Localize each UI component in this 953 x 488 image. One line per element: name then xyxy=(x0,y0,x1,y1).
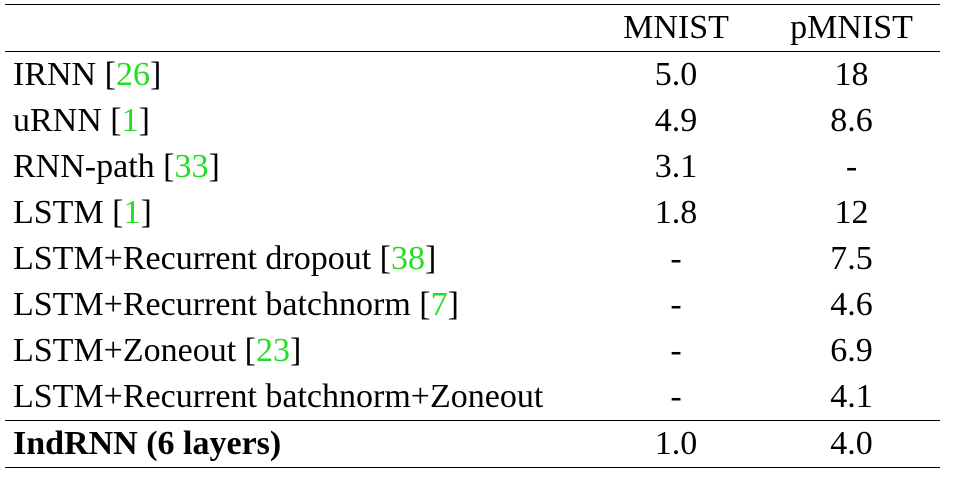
method-name: IRNN [ xyxy=(13,56,116,93)
method-name: ] xyxy=(140,194,152,231)
table-row: uRNN [1] 4.9 8.6 xyxy=(5,98,940,144)
value-cell: 18 xyxy=(834,56,869,93)
value-cell: 12 xyxy=(834,194,869,231)
method-name: uRNN [ xyxy=(13,102,122,139)
citation: 1 xyxy=(121,102,139,139)
value-cell: 5.0 xyxy=(654,56,698,93)
method-name: LSTM+Recurrent dropout [ xyxy=(13,240,391,277)
method-name: ] xyxy=(149,56,162,93)
header-row: MNIST pMNIST xyxy=(5,4,940,52)
value-cell: 6.9 xyxy=(830,332,873,369)
method-name: ] xyxy=(289,332,302,369)
method-name: ] xyxy=(138,102,150,139)
method-cell: RNN-path [33] xyxy=(5,144,611,190)
method-name: ] xyxy=(424,240,437,277)
value-cell: - xyxy=(845,148,858,185)
method-name: LSTM+Recurrent batchnorm+Zoneout xyxy=(13,378,544,415)
method-cell: IndRNN (6 layers) xyxy=(5,421,611,468)
value-cell: - xyxy=(670,286,682,323)
results-table: MNIST pMNIST IRNN [26] 5.0 18 uRNN [1] 4.9 8.… xyxy=(5,4,940,468)
table-row: LSTM+Recurrent dropout [38] - 7.5 xyxy=(5,236,940,282)
method-cell: LSTM+Recurrent batchnorm+Zoneout xyxy=(5,374,611,421)
table-row: LSTM+Recurrent batchnorm+Zoneout - 4.1 xyxy=(5,374,940,421)
table-row: LSTM+Zoneout [23] - 6.9 xyxy=(5,328,940,374)
citation: 38 xyxy=(390,240,425,277)
method-name: RNN-path [ xyxy=(13,148,175,185)
method-name: LSTM [ xyxy=(13,194,124,231)
value-cell: 1.8 xyxy=(654,194,698,231)
method-cell: IRNN [26] xyxy=(5,52,611,99)
method-name: ] xyxy=(447,286,459,323)
value-cell: - xyxy=(670,332,682,369)
method-cell: LSTM+Recurrent batchnorm [7] xyxy=(5,282,611,328)
table-row: IRNN [26] 5.0 18 xyxy=(5,52,940,99)
citation: 33 xyxy=(174,148,209,185)
table-row: IndRNN (6 layers) 1.0 4.0 xyxy=(5,420,940,468)
method-cell: LSTM+Recurrent dropout [38] xyxy=(5,236,611,282)
table-row: LSTM+Recurrent batchnorm [7] - 4.6 xyxy=(5,282,940,328)
value-cell: 1.0 xyxy=(654,425,698,462)
citation: 26 xyxy=(115,56,150,93)
method-name: ] xyxy=(208,148,220,185)
citation: 1 xyxy=(123,194,141,231)
table-body: IRNN [26] 5.0 18 uRNN [1] 4.9 8.6 RNN-path [33… xyxy=(5,52,940,468)
value-cell: 7.5 xyxy=(830,240,873,277)
value-cell: 4.0 xyxy=(830,425,873,462)
table-row: RNN-path [33] 3.1 - xyxy=(5,144,940,190)
value-cell: 4.9 xyxy=(654,102,698,139)
table-row: LSTM [1] 1.8 12 xyxy=(5,190,940,236)
citation: 23 xyxy=(255,332,290,369)
method-name: IndRNN (6 layers) xyxy=(13,425,282,462)
value-cell: 8.6 xyxy=(830,102,873,139)
method-name: LSTM+Recurrent batchnorm [ xyxy=(13,286,431,323)
method-cell: LSTM+Zoneout [23] xyxy=(5,328,611,374)
header-cell: pMNIST xyxy=(790,9,913,46)
method-name: LSTM+Zoneout [ xyxy=(13,332,256,369)
value-cell: - xyxy=(670,378,682,415)
value-cell: 4.6 xyxy=(830,286,873,323)
value-cell: 3.1 xyxy=(654,148,698,185)
method-cell: LSTM [1] xyxy=(5,190,611,236)
header-cell xyxy=(5,5,611,52)
method-cell: uRNN [1] xyxy=(5,98,611,144)
value-cell: - xyxy=(670,240,682,277)
citation: 7 xyxy=(430,286,448,323)
header-cell: MNIST xyxy=(623,9,729,46)
value-cell: 4.1 xyxy=(830,378,873,415)
